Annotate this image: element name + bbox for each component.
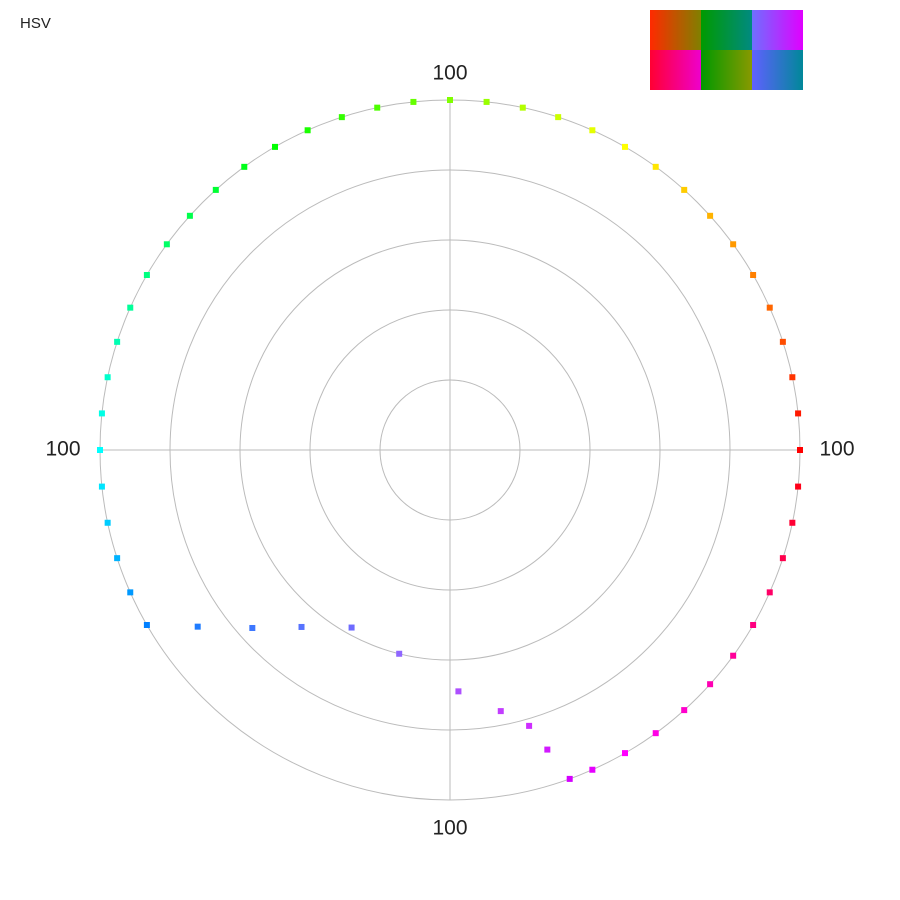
chart-title: HSV <box>20 15 51 32</box>
point <box>766 304 773 311</box>
point <box>566 775 573 782</box>
swatch <box>650 50 701 90</box>
point <box>544 746 551 753</box>
swatch <box>752 10 803 50</box>
point <box>789 374 796 381</box>
point <box>652 730 659 737</box>
point <box>519 104 526 111</box>
point <box>555 114 562 121</box>
r-tick-label: 100 <box>45 438 80 461</box>
point <box>681 707 688 714</box>
point <box>194 623 201 630</box>
point <box>750 272 757 278</box>
point <box>410 98 417 105</box>
point <box>272 143 278 150</box>
point <box>304 127 311 134</box>
point <box>526 722 533 729</box>
point <box>98 483 105 490</box>
point <box>298 623 305 630</box>
swatch <box>701 10 752 50</box>
point <box>114 338 121 345</box>
point <box>730 652 737 659</box>
point <box>652 163 659 170</box>
point <box>249 624 256 631</box>
point <box>104 519 111 526</box>
point <box>707 212 714 219</box>
point <box>143 622 150 628</box>
point <box>455 688 462 695</box>
swatch <box>701 50 752 90</box>
r-tick-label: 100 <box>432 817 467 840</box>
point <box>186 212 193 219</box>
point <box>779 338 786 345</box>
point <box>622 750 628 757</box>
point <box>795 483 802 490</box>
point <box>348 624 355 631</box>
swatch <box>752 50 803 90</box>
point <box>779 555 786 562</box>
point <box>143 272 150 278</box>
swatch <box>650 10 701 50</box>
point <box>97 447 103 453</box>
point <box>795 410 802 417</box>
point <box>589 127 596 134</box>
point <box>797 447 803 453</box>
point <box>789 519 796 526</box>
point <box>750 622 757 628</box>
point <box>589 766 596 773</box>
point <box>338 114 345 121</box>
point <box>447 97 453 103</box>
point <box>730 241 737 248</box>
point <box>98 410 105 417</box>
point <box>483 98 490 105</box>
point <box>241 163 248 170</box>
point <box>497 708 504 715</box>
point <box>396 650 403 657</box>
point <box>163 241 170 248</box>
point <box>212 186 219 193</box>
point <box>374 104 381 111</box>
point <box>622 143 628 150</box>
point <box>114 555 121 562</box>
point <box>766 589 773 596</box>
point <box>104 374 111 381</box>
point <box>127 589 134 596</box>
point <box>681 186 688 193</box>
r-tick-label: 100 <box>819 438 854 461</box>
r-tick-label: 100 <box>432 62 467 85</box>
point <box>127 304 134 311</box>
point <box>707 681 714 688</box>
